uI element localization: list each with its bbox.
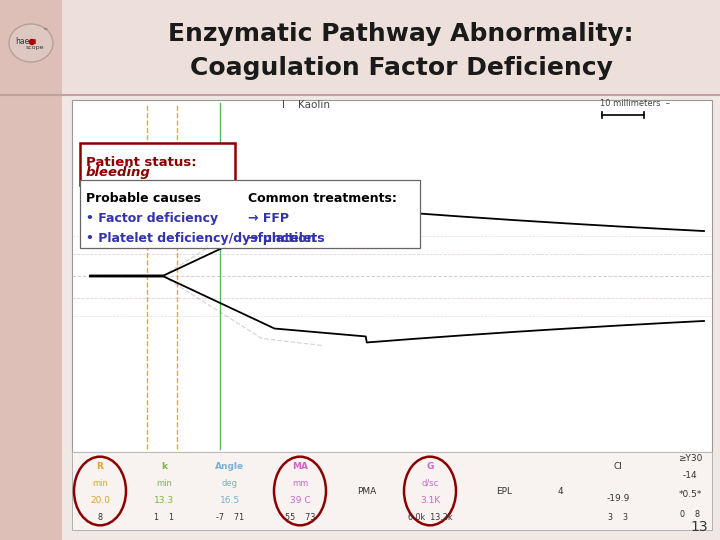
Text: EPL: EPL — [496, 487, 512, 496]
Circle shape — [30, 39, 35, 44]
Text: bleeding: bleeding — [86, 166, 151, 179]
Text: mm: mm — [292, 478, 308, 488]
Bar — [80, 180, 420, 248]
Text: -7    71: -7 71 — [216, 513, 244, 522]
Text: R: R — [96, 462, 104, 470]
Text: 39 C: 39 C — [289, 496, 310, 505]
Text: • Platelet deficiency/dysfunction: • Platelet deficiency/dysfunction — [86, 232, 315, 245]
Text: 1    1: 1 1 — [154, 513, 174, 522]
Text: k: k — [161, 462, 167, 470]
Ellipse shape — [9, 24, 53, 62]
Text: 13.3: 13.3 — [154, 496, 174, 505]
Text: 0    8: 0 8 — [680, 510, 700, 519]
Text: PMA: PMA — [357, 487, 377, 496]
Text: CI: CI — [613, 462, 622, 470]
Text: -14: -14 — [683, 471, 697, 480]
Bar — [80, 143, 235, 185]
Text: 20.0: 20.0 — [90, 496, 110, 505]
Text: 6.0k  13.2k: 6.0k 13.2k — [408, 513, 452, 522]
Bar — [62, 95, 720, 540]
Bar — [72, 452, 712, 530]
Text: deg: deg — [222, 478, 238, 488]
Text: -19.9: -19.9 — [606, 494, 630, 503]
Text: Common treatments:: Common treatments: — [248, 192, 397, 205]
Text: → FFP: → FFP — [248, 212, 289, 225]
Text: scope: scope — [26, 44, 44, 50]
Text: G: G — [426, 462, 433, 470]
Text: 10 millimeters  –: 10 millimeters – — [600, 99, 670, 108]
Text: 16.5: 16.5 — [220, 496, 240, 505]
Text: Coagulation Factor Deficiency: Coagulation Factor Deficiency — [189, 56, 613, 80]
Text: min: min — [92, 478, 108, 488]
Text: 3.1K: 3.1K — [420, 496, 440, 505]
Bar — [72, 100, 712, 452]
Text: ≥Y30: ≥Y30 — [678, 454, 702, 463]
Text: I    Kaolin: I Kaolin — [282, 100, 330, 110]
Text: Patient status:: Patient status: — [86, 156, 197, 169]
Text: • Factor deficiency: • Factor deficiency — [86, 212, 218, 225]
Bar — [0, 0, 720, 95]
Text: 13: 13 — [690, 520, 708, 534]
Text: 4: 4 — [557, 487, 563, 496]
Text: MA: MA — [292, 462, 308, 470]
Text: Angle: Angle — [215, 462, 245, 470]
Text: → platelets: → platelets — [248, 232, 325, 245]
Text: 8: 8 — [97, 513, 102, 522]
Text: ™: ™ — [42, 29, 48, 34]
Bar — [0, 0, 62, 540]
Text: 3    3: 3 3 — [608, 513, 628, 522]
Text: haem: haem — [15, 37, 37, 45]
Text: Probable causes: Probable causes — [86, 192, 201, 205]
Text: *0.5*: *0.5* — [678, 490, 702, 500]
Text: min: min — [156, 478, 172, 488]
Text: d/sc: d/sc — [421, 478, 438, 488]
Text: 55    73: 55 73 — [285, 513, 315, 522]
Text: Enzymatic Pathway Abnormality:: Enzymatic Pathway Abnormality: — [168, 22, 634, 46]
